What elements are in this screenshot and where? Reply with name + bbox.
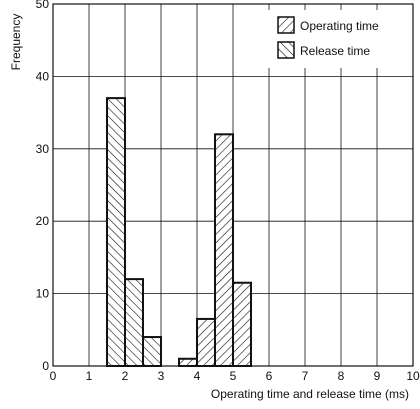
x-tick-label-10: 10: [406, 369, 420, 383]
x-tick-label-2: 2: [122, 369, 129, 383]
x-tick-label-5: 5: [230, 369, 237, 383]
x-tick-label-3: 3: [158, 369, 165, 383]
bar-operating-time-1: [196, 317, 216, 368]
bar-release-time-0: [106, 97, 126, 368]
x-tick-label-8: 8: [338, 369, 345, 383]
legend: Operating time Release time: [268, 10, 408, 68]
x-tick-label-0: 0: [50, 369, 57, 383]
x-tick-label-1: 1: [86, 369, 93, 383]
y-tick-labels: 0 10 20 30 40 50: [36, 0, 50, 373]
y-tick-label-20: 20: [36, 214, 50, 228]
legend-swatch-operating-time: [277, 16, 295, 34]
bar-operating-time-0: [178, 357, 198, 368]
bars: [106, 97, 252, 368]
bar-operating-time-2: [214, 133, 234, 367]
y-tick-label-10: 10: [36, 287, 50, 301]
y-tick-label-40: 40: [36, 69, 50, 83]
x-tick-label-9: 9: [374, 369, 381, 383]
bar-release-time-2: [142, 336, 162, 368]
legend-label-release-time: Release time: [300, 44, 370, 58]
x-tick-labels: 0 1 2 3 4 5 6 7 8 9 10: [50, 369, 420, 383]
y-tick-label-30: 30: [36, 142, 50, 156]
legend-swatch-release-time: [277, 41, 295, 59]
bar-operating-time-3: [232, 281, 252, 367]
y-axis-title: Frequency: [9, 14, 23, 71]
legend-label-operating-time: Operating time: [300, 19, 379, 33]
y-tick-label-50: 50: [36, 0, 50, 11]
plot-frame: [52, 3, 414, 367]
x-tick-label-6: 6: [266, 369, 273, 383]
x-tick-label-7: 7: [302, 369, 309, 383]
bar-release-time-1: [124, 278, 144, 367]
x-axis-title: Operating time and release time (ms): [211, 387, 409, 401]
y-tick-label-0: 0: [42, 359, 49, 373]
x-tick-label-4: 4: [194, 369, 201, 383]
